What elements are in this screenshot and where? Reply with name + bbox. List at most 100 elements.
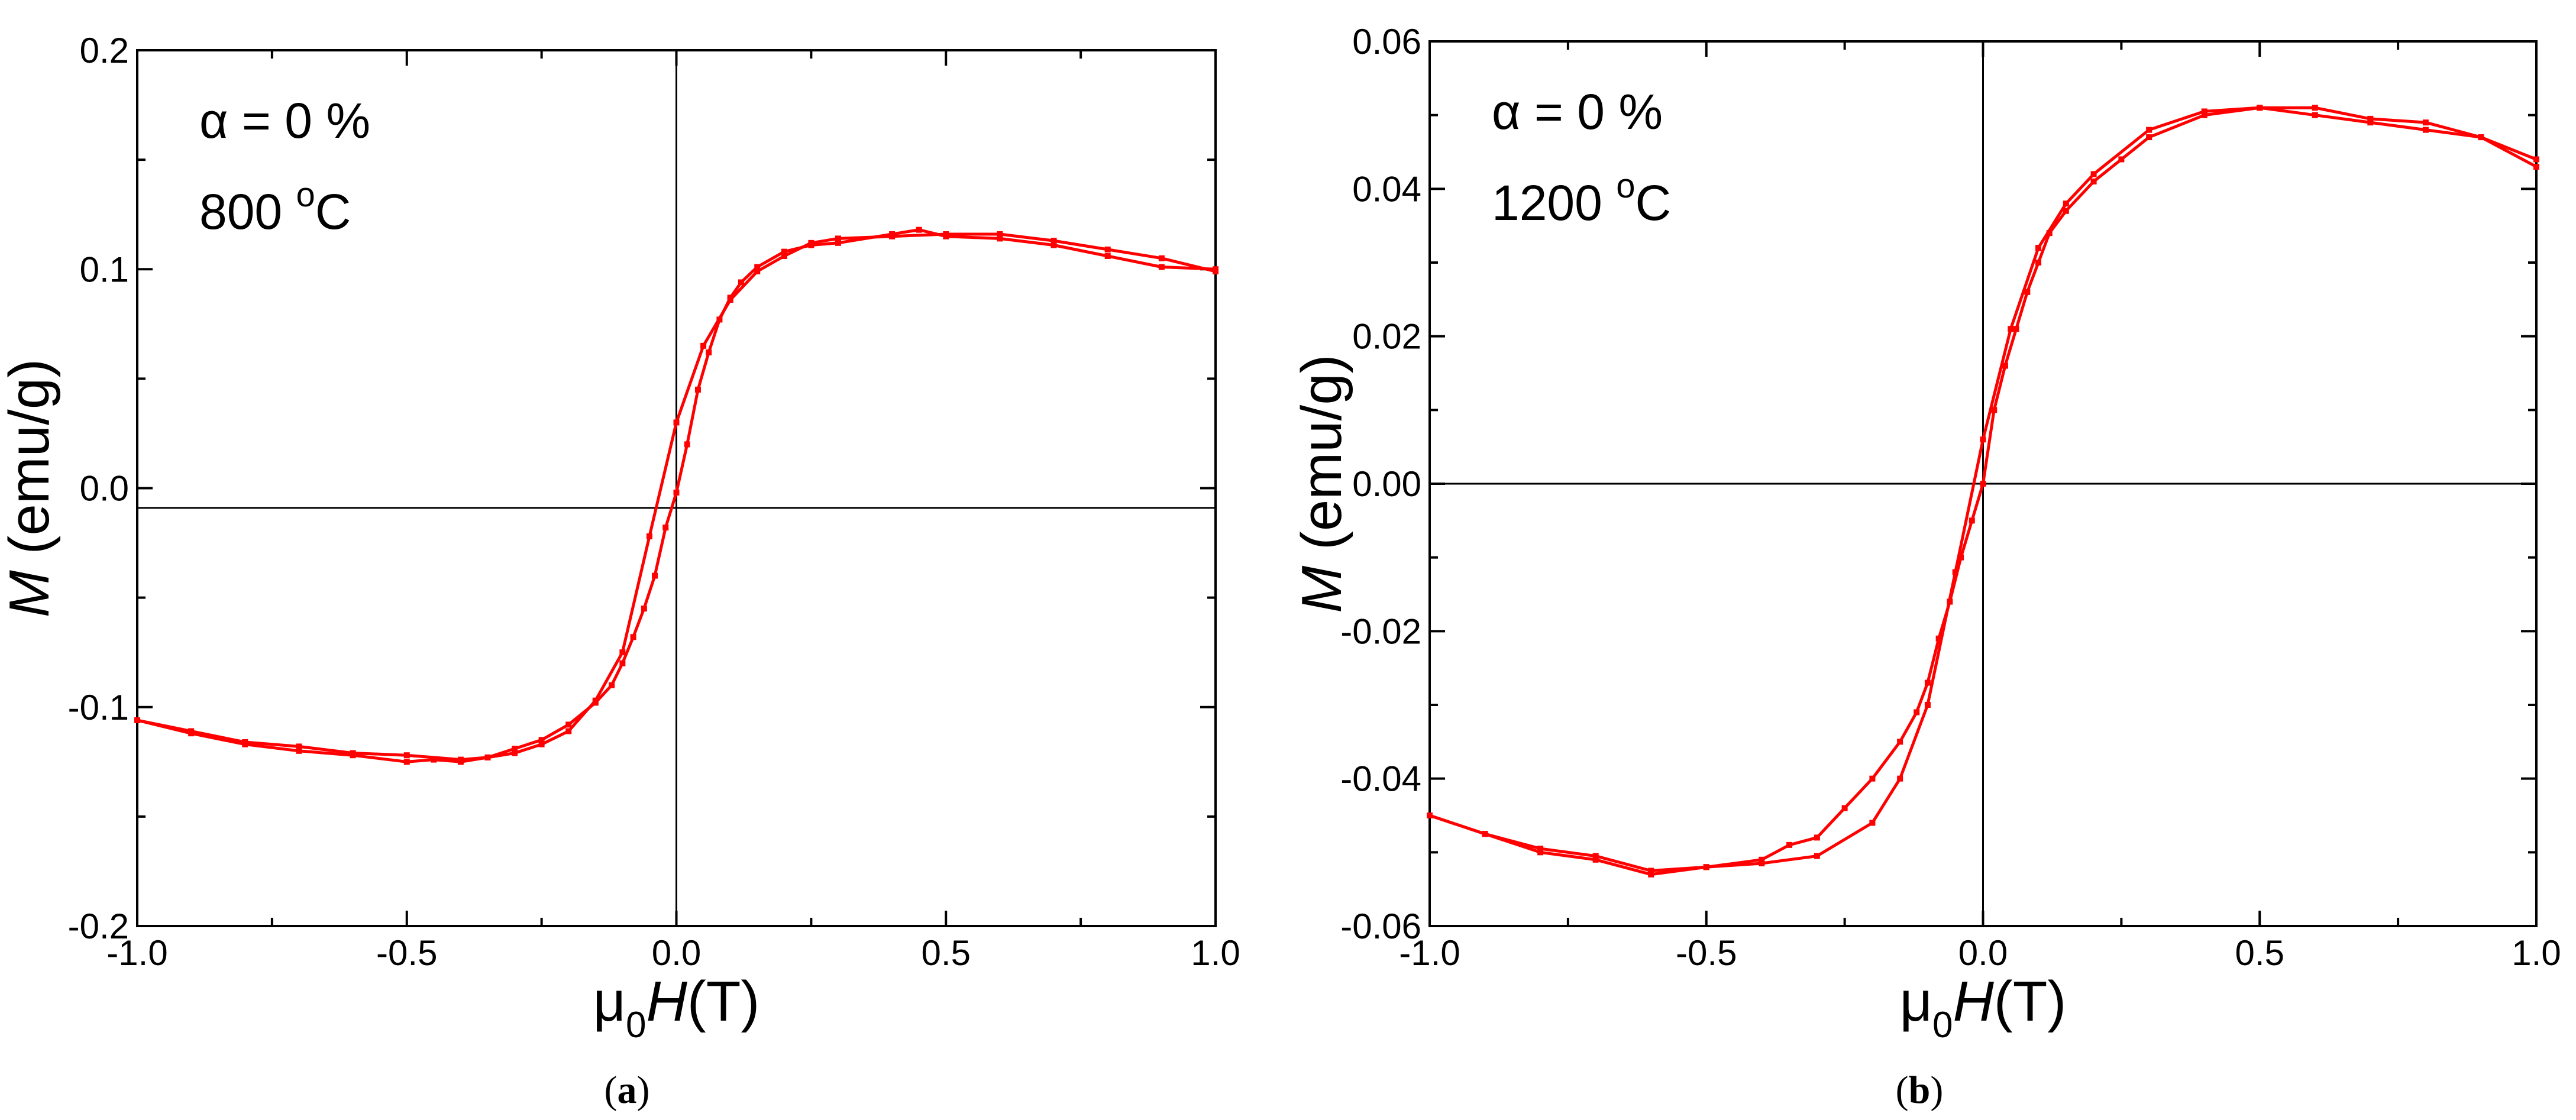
y-tick-label: 0.00 — [1352, 464, 1421, 504]
y-tick-label: 0.2 — [80, 31, 129, 70]
y-tick-label: -0.2 — [68, 907, 129, 946]
x-axis-label: μ0H(T) — [1900, 970, 2067, 1045]
x-tick-label: -1.0 — [1399, 933, 1460, 973]
x-label-unit: (T) — [687, 970, 760, 1033]
data-point — [630, 634, 636, 640]
data-point — [889, 231, 896, 238]
data-point — [1935, 635, 1942, 642]
data-point — [1051, 242, 1057, 248]
y-tick-label: 0.04 — [1352, 169, 1421, 209]
data-point — [592, 700, 599, 706]
data-point — [1980, 481, 1986, 487]
data-point — [403, 752, 410, 759]
data-point — [997, 235, 1003, 242]
data-point — [2367, 119, 2374, 126]
y-tick-label: -0.04 — [1340, 759, 1421, 799]
data-point — [1786, 841, 1793, 848]
degree-superscript: o — [296, 176, 315, 214]
annotation-temperature: 1200 oC — [1492, 167, 1671, 231]
data-point — [2035, 245, 2042, 251]
data-point — [1814, 853, 1820, 859]
data-point — [997, 231, 1003, 238]
data-point — [2478, 134, 2484, 141]
data-point — [1427, 813, 1433, 818]
caption-close-paren: ) — [1930, 1069, 1943, 1112]
chart-panel-b: -1.0 -0.5 0.0 0.5 1.0 -0.06 -0.04 -0.02 0.00 0.02… — [1290, 22, 2561, 1112]
data-point — [835, 235, 841, 242]
x-label-symbol: H — [646, 970, 687, 1033]
data-point — [700, 342, 707, 349]
data-point — [1158, 264, 1165, 270]
series-line-1 — [137, 232, 1216, 762]
data-point — [694, 386, 701, 393]
data-point — [1648, 871, 1654, 878]
temperature-value: 800 — [199, 184, 296, 239]
data-point — [1482, 831, 1488, 837]
data-point — [1537, 849, 1544, 856]
data-point — [673, 419, 680, 426]
series-line-2 — [1429, 106, 2538, 876]
x-tick-label: 0.5 — [2235, 933, 2284, 973]
data-point — [2013, 326, 2019, 332]
data-point — [242, 741, 248, 747]
data-point — [512, 746, 518, 752]
data-point — [641, 606, 647, 612]
y-label-unit: (emu/g) — [1290, 354, 1353, 565]
data-point — [512, 750, 518, 756]
data-point — [1592, 853, 1599, 859]
data-point — [565, 728, 572, 734]
data-point — [457, 759, 464, 765]
data-point — [2312, 105, 2318, 111]
data-point — [619, 660, 626, 666]
x-tick-label: -0.5 — [376, 933, 437, 973]
data-point — [673, 489, 680, 496]
data-point — [781, 248, 787, 255]
data-point — [646, 533, 652, 539]
degree-superscript: o — [1616, 167, 1635, 205]
data-point — [484, 754, 491, 760]
annotation-temperature: 800 oC — [199, 176, 351, 239]
panel-caption: (b) — [1896, 1069, 1944, 1112]
x-axis-label: μ0H(T) — [593, 970, 760, 1045]
temperature-unit: C — [315, 184, 351, 239]
y-tick-label: 0.06 — [1352, 22, 1421, 61]
y-tick-label: -0.02 — [1340, 611, 1421, 651]
data-point — [2046, 230, 2053, 237]
data-point — [1759, 856, 1765, 863]
data-point — [2024, 289, 2031, 295]
data-point — [1914, 709, 1920, 716]
data-point — [350, 752, 356, 759]
data-point — [1969, 517, 1975, 524]
data-point — [1592, 856, 1599, 863]
data-point — [2090, 178, 2097, 184]
data-point — [431, 756, 437, 763]
data-point — [2146, 134, 2152, 141]
y-tick-label: -0.1 — [68, 688, 129, 727]
data-point — [684, 441, 690, 448]
data-point — [2118, 156, 2125, 163]
data-point — [1537, 846, 1544, 852]
data-point — [2008, 326, 2014, 332]
data-point — [1980, 436, 1986, 443]
y-axis-label: M (emu/g) — [1290, 354, 1353, 613]
caption-letter: a — [618, 1069, 637, 1112]
data-point — [662, 525, 669, 531]
x-tick-label: 1.0 — [1191, 933, 1240, 973]
caption-close-paren: ) — [637, 1069, 650, 1112]
data-point — [2035, 260, 2042, 266]
data-point — [1924, 679, 1931, 686]
data-point — [716, 316, 723, 323]
data-point — [738, 279, 744, 286]
data-point — [2533, 156, 2539, 163]
data-point — [1158, 255, 1165, 261]
data-point — [2201, 112, 2207, 118]
data-point — [188, 730, 195, 737]
x-tick-label: 0.0 — [1958, 933, 2008, 973]
data-point — [2090, 171, 2097, 177]
data-point — [1104, 246, 1111, 253]
data-point — [1897, 775, 1903, 782]
data-point — [403, 759, 410, 765]
x-tick-label: -1.0 — [106, 933, 167, 973]
x-tick-label: 1.0 — [2512, 933, 2561, 973]
